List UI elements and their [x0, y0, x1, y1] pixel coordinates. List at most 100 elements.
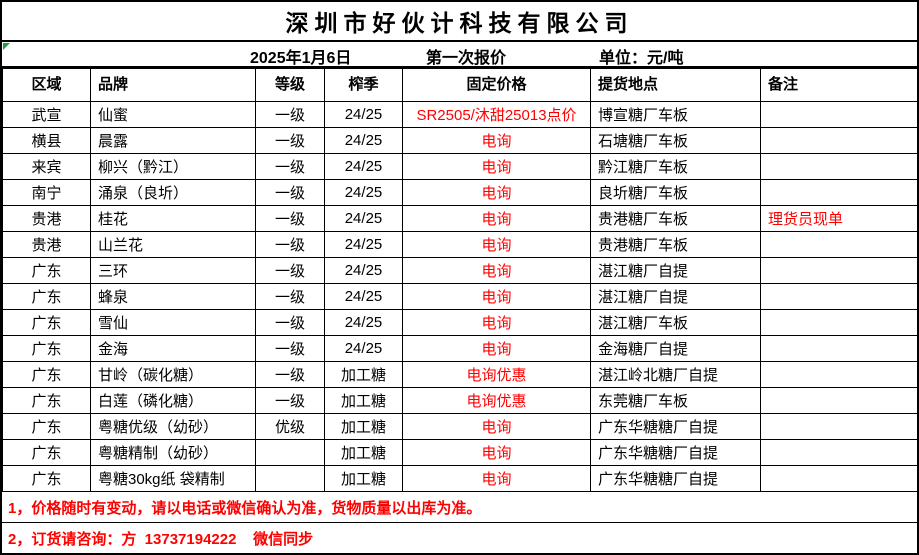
cell-grade[interactable]: 一级 — [255, 127, 325, 154]
cell-region[interactable]: 横县 — [2, 127, 91, 154]
cell-season[interactable]: 24/25 — [324, 153, 403, 180]
cell-pickup[interactable]: 良圻糖厂车板 — [590, 179, 761, 206]
cell-brand[interactable]: 蜂泉 — [90, 283, 256, 310]
cell-season[interactable]: 24/25 — [324, 127, 403, 154]
cell-note[interactable] — [760, 179, 917, 206]
cell-season[interactable]: 24/25 — [324, 205, 403, 232]
cell-grade[interactable]: 一级 — [255, 335, 325, 362]
cell-grade[interactable] — [255, 465, 325, 492]
cell-grade[interactable]: 一级 — [255, 257, 325, 284]
cell-region[interactable]: 贵港 — [2, 205, 91, 232]
cell-grade[interactable]: 一级 — [255, 231, 325, 258]
cell-brand[interactable]: 白莲（磷化糖） — [90, 387, 256, 414]
cell-price[interactable]: 电询 — [402, 283, 591, 310]
cell-grade[interactable] — [255, 439, 325, 466]
cell-pickup[interactable]: 广东华糖糖厂自提 — [590, 439, 761, 466]
cell-grade[interactable]: 一级 — [255, 361, 325, 388]
cell-brand[interactable]: 粤糖优级（幼砂） — [90, 413, 256, 440]
cell-grade[interactable]: 一级 — [255, 283, 325, 310]
cell-note[interactable] — [760, 127, 917, 154]
cell-region[interactable]: 广东 — [2, 439, 91, 466]
column-header-remark[interactable]: 备注 — [760, 68, 917, 102]
cell-pickup[interactable]: 湛江糖厂自提 — [590, 257, 761, 284]
cell-note[interactable] — [760, 153, 917, 180]
cell-region[interactable]: 广东 — [2, 309, 91, 336]
cell-pickup[interactable]: 贵港糖厂车板 — [590, 205, 761, 232]
cell-price[interactable]: SR2505/沐甜25013点价 — [402, 101, 591, 128]
column-header-brand[interactable]: 品牌 — [90, 68, 256, 102]
cell-season[interactable]: 24/25 — [324, 335, 403, 362]
cell-brand[interactable]: 涌泉（良圻） — [90, 179, 256, 206]
cell-region[interactable]: 南宁 — [2, 179, 91, 206]
cell-price[interactable]: 电询 — [402, 257, 591, 284]
cell-note[interactable] — [760, 335, 917, 362]
cell-region[interactable]: 武宣 — [2, 101, 91, 128]
cell-pickup[interactable]: 博宣糖厂车板 — [590, 101, 761, 128]
cell-season[interactable]: 24/25 — [324, 101, 403, 128]
cell-brand[interactable]: 雪仙 — [90, 309, 256, 336]
cell-season[interactable]: 加工糖 — [324, 465, 403, 492]
cell-note[interactable] — [760, 413, 917, 440]
cell-pickup[interactable]: 金海糖厂自提 — [590, 335, 761, 362]
cell-grade[interactable]: 一级 — [255, 101, 325, 128]
column-header-grade[interactable]: 等级 — [255, 68, 325, 102]
cell-price[interactable]: 电询 — [402, 413, 591, 440]
cell-pickup[interactable]: 贵港糖厂车板 — [590, 231, 761, 258]
cell-season[interactable]: 24/25 — [324, 283, 403, 310]
cell-pickup[interactable]: 广东华糖糖厂自提 — [590, 465, 761, 492]
cell-season[interactable]: 加工糖 — [324, 361, 403, 388]
cell-price[interactable]: 电询 — [402, 205, 591, 232]
cell-brand[interactable]: 柳兴（黔江） — [90, 153, 256, 180]
cell-region[interactable]: 广东 — [2, 335, 91, 362]
cell-brand[interactable]: 桂花 — [90, 205, 256, 232]
cell-price[interactable]: 电询 — [402, 439, 591, 466]
cell-note[interactable] — [760, 361, 917, 388]
cell-note[interactable]: 理货员现单 — [760, 205, 917, 232]
cell-brand[interactable]: 金海 — [90, 335, 256, 362]
cell-pickup[interactable]: 东莞糖厂车板 — [590, 387, 761, 414]
column-header-region[interactable]: 区域 — [2, 68, 91, 102]
cell-note[interactable] — [760, 309, 917, 336]
cell-region[interactable]: 来宾 — [2, 153, 91, 180]
cell-pickup[interactable]: 广东华糖糖厂自提 — [590, 413, 761, 440]
cell-price[interactable]: 电询 — [402, 335, 591, 362]
cell-season[interactable]: 加工糖 — [324, 439, 403, 466]
cell-brand[interactable]: 甘岭（碳化糖） — [90, 361, 256, 388]
cell-grade[interactable]: 一级 — [255, 387, 325, 414]
cell-grade[interactable]: 一级 — [255, 205, 325, 232]
cell-note[interactable] — [760, 283, 917, 310]
cell-pickup[interactable]: 黔江糖厂车板 — [590, 153, 761, 180]
cell-pickup[interactable]: 湛江糖厂自提 — [590, 283, 761, 310]
cell-note[interactable] — [760, 387, 917, 414]
cell-pickup[interactable]: 石塘糖厂车板 — [590, 127, 761, 154]
cell-region[interactable]: 广东 — [2, 361, 91, 388]
cell-grade[interactable]: 一级 — [255, 179, 325, 206]
cell-note[interactable] — [760, 257, 917, 284]
cell-brand[interactable]: 粤糖30kg纸 袋精制 — [90, 465, 256, 492]
cell-note[interactable] — [760, 231, 917, 258]
cell-season[interactable]: 加工糖 — [324, 413, 403, 440]
column-header-season[interactable]: 榨季 — [324, 68, 403, 102]
cell-brand[interactable]: 仙蜜 — [90, 101, 256, 128]
cell-season[interactable]: 24/25 — [324, 257, 403, 284]
cell-region[interactable]: 广东 — [2, 387, 91, 414]
cell-price[interactable]: 电询 — [402, 309, 591, 336]
column-header-price[interactable]: 固定价格 — [402, 68, 591, 102]
cell-price[interactable]: 电询 — [402, 179, 591, 206]
cell-price[interactable]: 电询 — [402, 153, 591, 180]
cell-grade[interactable]: 一级 — [255, 309, 325, 336]
cell-price[interactable]: 电询优惠 — [402, 387, 591, 414]
cell-brand[interactable]: 晨露 — [90, 127, 256, 154]
cell-region[interactable]: 广东 — [2, 465, 91, 492]
cell-brand[interactable]: 山兰花 — [90, 231, 256, 258]
cell-region[interactable]: 广东 — [2, 283, 91, 310]
cell-price[interactable]: 电询 — [402, 465, 591, 492]
cell-grade[interactable]: 优级 — [255, 413, 325, 440]
cell-brand[interactable]: 三环 — [90, 257, 256, 284]
cell-brand[interactable]: 粤糖精制（幼砂） — [90, 439, 256, 466]
cell-pickup[interactable]: 湛江糖厂车板 — [590, 309, 761, 336]
cell-season[interactable]: 24/25 — [324, 231, 403, 258]
cell-pickup[interactable]: 湛江岭北糖厂自提 — [590, 361, 761, 388]
cell-note[interactable] — [760, 101, 917, 128]
cell-season[interactable]: 24/25 — [324, 309, 403, 336]
